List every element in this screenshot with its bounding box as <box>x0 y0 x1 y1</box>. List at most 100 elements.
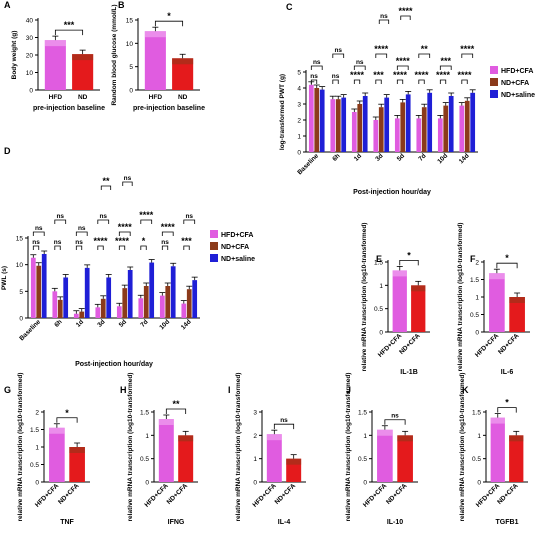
bar-nd-cfa <box>400 102 406 152</box>
significance-bracket <box>140 245 147 250</box>
y-tick-label: 1 <box>145 433 149 440</box>
y-axis-label: Body weight (g) <box>11 31 18 80</box>
bar-nd-saline <box>427 92 433 152</box>
x-tick-label: 7d <box>417 152 427 162</box>
x-tick-label: 5d <box>118 318 128 328</box>
significance-bracket <box>140 219 153 224</box>
bar-hfd-cfa <box>394 118 400 152</box>
y-tick-label: 15 <box>126 18 134 25</box>
panel-letter: C <box>286 2 293 12</box>
y-tick-label: 1 <box>35 445 39 452</box>
y-tick-label: 2 <box>475 260 479 267</box>
x-tick-label: 1d <box>75 318 85 328</box>
y-axis-label: relative mRNA transcription (log10-trans… <box>17 373 24 522</box>
y-tick-label: 10 <box>16 262 24 269</box>
significance-label: **** <box>396 56 411 66</box>
bar-nd-saline <box>106 277 112 318</box>
bar-hfd-cfa <box>351 112 357 152</box>
x-tick-label: ND+CFA <box>398 332 422 356</box>
significance-label: **** <box>118 222 133 232</box>
significance-label: * <box>142 236 146 246</box>
y-tick-label: 4 <box>297 86 301 93</box>
y-tick-label: 0 <box>35 480 39 487</box>
y-tick-label: 2 <box>297 118 301 125</box>
bar-hfd-cfa <box>373 120 379 152</box>
significance-label: * <box>407 250 411 260</box>
y-tick-label: 30 <box>26 35 34 42</box>
bar-ndcfa <box>509 435 524 482</box>
significance-label: ns <box>185 213 193 220</box>
bar-hfd <box>44 40 66 90</box>
significance-bracket <box>375 79 382 84</box>
y-tick-label: 0.5 <box>374 306 383 313</box>
bar-nd-cfa <box>36 265 42 318</box>
significance-label: **** <box>161 222 176 232</box>
bar-hfdcfa <box>392 270 407 332</box>
x-tick-label: 7d <box>139 318 149 328</box>
bar-hfd-cfa <box>30 257 36 318</box>
x-tick-label: HFD <box>149 94 163 101</box>
significance-bracket <box>396 79 404 84</box>
significance-bracket <box>384 419 406 425</box>
bar-nd-cfa <box>421 107 427 152</box>
panel-letter: D <box>4 146 11 156</box>
bar-nd-saline <box>149 262 155 318</box>
y-tick-label: 10 <box>26 70 34 77</box>
y-tick-label: 40 <box>26 18 34 25</box>
y-axis-label: relative mRNA transcription (log10-trans… <box>457 223 464 372</box>
significance-label: **** <box>458 70 473 80</box>
y-tick-label: 10 <box>126 41 134 48</box>
significance-bracket <box>399 260 419 266</box>
bar-nd-cfa <box>357 104 363 152</box>
x-tick-label: 10d <box>436 152 449 165</box>
significance-bracket <box>183 245 190 250</box>
significance-label: ns <box>161 239 169 246</box>
bar-hfdcfa <box>158 419 174 482</box>
significance-bracket <box>122 181 133 186</box>
panel-letter: B <box>118 0 125 10</box>
bar-nd-cfa <box>100 298 106 318</box>
significance-bracket <box>332 53 345 58</box>
x-tick-label: HFD <box>49 94 63 101</box>
significance-bracket <box>273 423 295 430</box>
y-tick-label: 1 <box>297 134 301 141</box>
significance-bracket <box>353 65 366 70</box>
bar-highlight <box>286 458 302 465</box>
bar-nd-cfa <box>143 286 149 318</box>
x-tick-label: 14d <box>180 318 193 331</box>
bar-nd-cfa <box>186 289 192 318</box>
bar-highlight <box>72 54 94 61</box>
significance-label: *** <box>440 56 451 66</box>
y-tick-label: 0.5 <box>358 456 367 463</box>
panel-letter: G <box>4 385 11 395</box>
bar-hfdcfa <box>266 434 282 482</box>
significance-label: **** <box>436 70 451 80</box>
significance-label: **** <box>415 70 430 80</box>
panel-letter: E <box>376 254 382 264</box>
bar-nd-cfa <box>57 299 63 318</box>
x-axis-label: TGFB1 <box>496 519 519 526</box>
bar-nd-saline <box>362 96 368 152</box>
bar-hfdcfa <box>489 273 505 332</box>
x-tick-label: ND+CFA <box>385 482 409 506</box>
y-tick-label: 0 <box>379 330 383 337</box>
y-tick-label: 0 <box>129 88 133 95</box>
y-tick-label: 0 <box>475 330 479 337</box>
significance-bracket <box>54 219 67 224</box>
significance-label: **** <box>460 44 475 54</box>
y-tick-label: 5 <box>19 289 23 296</box>
bar-highlight <box>144 31 166 38</box>
significance-bracket <box>375 53 388 58</box>
y-tick-label: 1.5 <box>470 277 479 284</box>
x-tick-label: ND+CFA <box>166 482 190 506</box>
y-axis-label: PWL (s) <box>1 266 8 290</box>
bar-nd-saline <box>41 254 47 318</box>
significance-bracket <box>183 219 196 224</box>
x-axis-label: Post-injection hour/day <box>353 189 431 196</box>
x-tick-label: 14d <box>458 152 471 165</box>
bar-hfd-cfa <box>416 118 422 152</box>
bar-ndcfa <box>69 447 85 482</box>
significance-bracket <box>332 79 339 84</box>
x-tick-label: 3d <box>96 318 106 328</box>
bar-nd-saline <box>341 97 347 152</box>
